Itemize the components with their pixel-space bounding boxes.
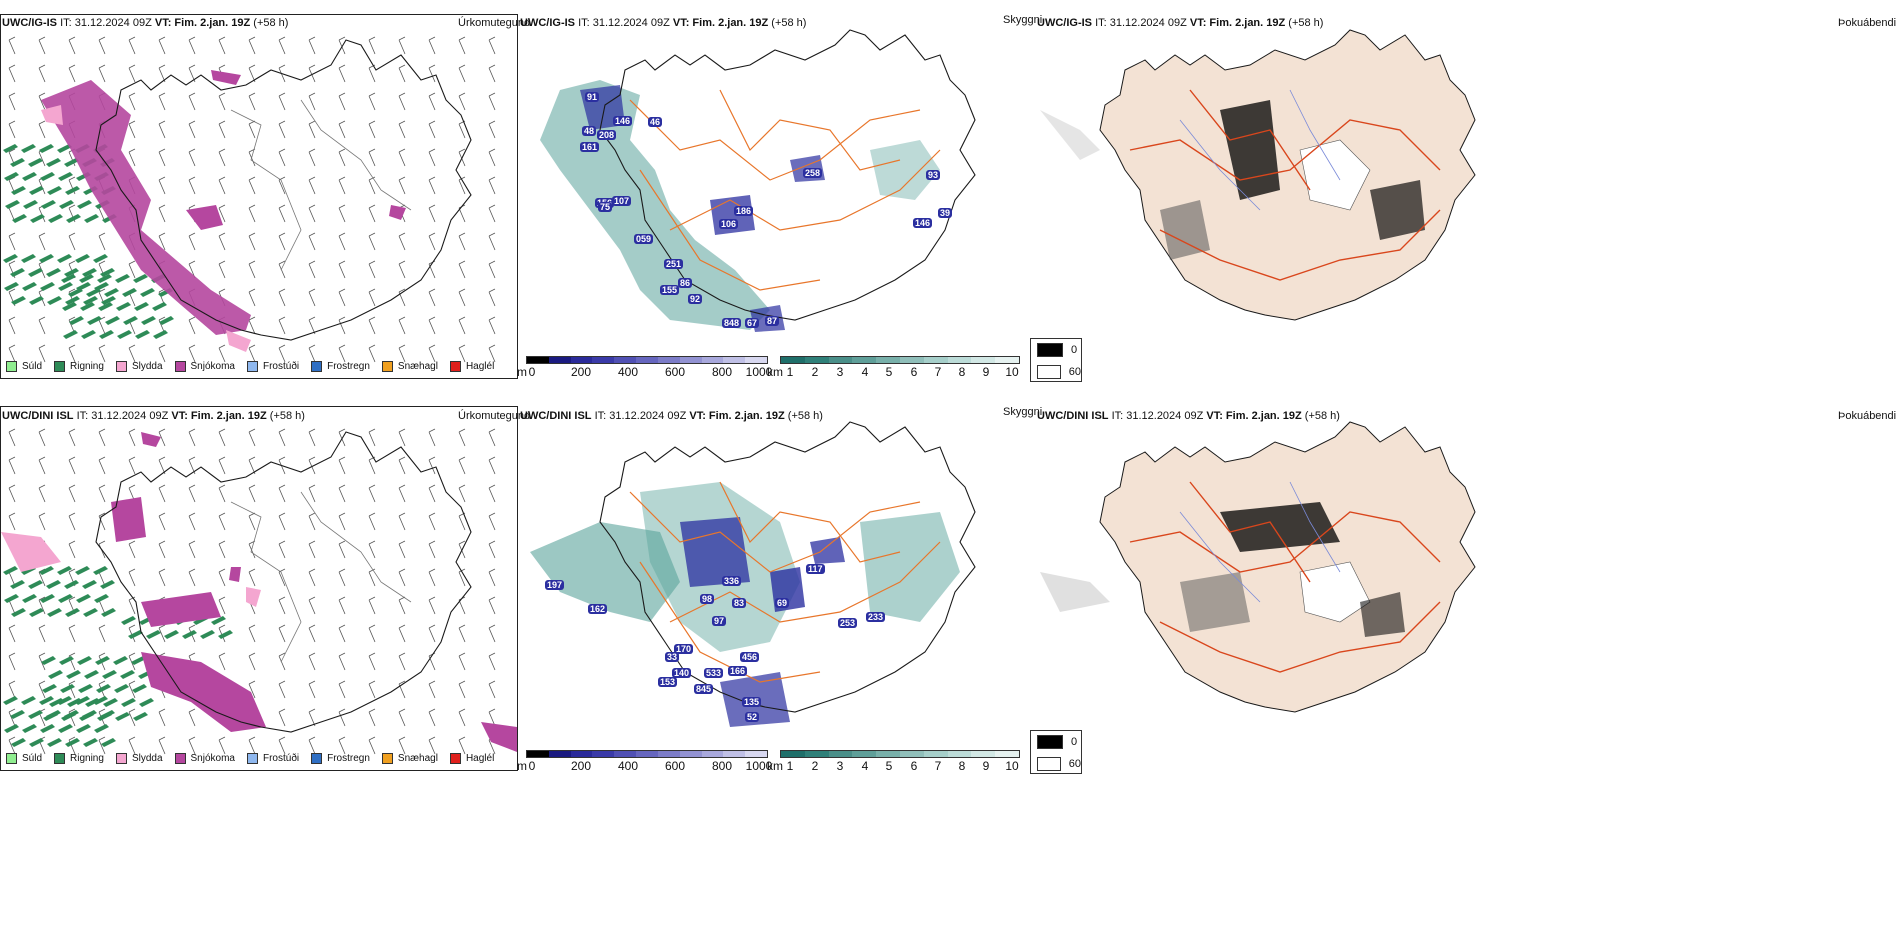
ceiling-value-label: 93 [926, 170, 941, 180]
ceiling-value-label: 197 [545, 580, 565, 590]
skyggni-label-bottom: Skyggni [1003, 406, 1043, 418]
legend-item: Frostúði [246, 752, 299, 764]
ceiling-value-label: 48 [582, 126, 597, 136]
ceiling-value-label: 456 [740, 652, 760, 662]
precip-type-map-top [0, 14, 518, 379]
ceiling-value-label: 69 [775, 598, 790, 608]
precip-legend-top: Súld Rigning Slydda Snjókoma Frostúði Fr… [6, 355, 506, 377]
fog-map-graphic-bottom [1040, 421, 1476, 713]
ceiling-colorbar-labels-bottom: m 0 200 400 600 800 1000 [517, 759, 773, 773]
fog-corner-label-bottom: Þokuábendi [1838, 410, 1897, 422]
precip-corner-label-top: Úrkomutegund [458, 17, 531, 29]
ceiling-value-label: 98 [700, 594, 715, 604]
ceiling-value-label: 146 [613, 116, 633, 126]
legend-item: Haglél [449, 360, 494, 372]
fog-title-bottom: UWC/DINI ISL IT: 31.12.2024 09Z VT: Fim.… [1037, 410, 1340, 422]
ceiling-value-label: 140 [672, 668, 692, 678]
visibility-colorbar-labels-top: km 1 2 3 4 5 6 7 8 9 10 [767, 365, 1019, 379]
vis-map-graphic-top [540, 29, 976, 332]
ceiling-value-label: 059 [634, 234, 654, 244]
ceiling-value-label: 208 [597, 130, 617, 140]
ceiling-value-label: 52 [745, 712, 760, 722]
legend-item: Snæhagl [381, 752, 438, 764]
ceiling-value-label: 83 [732, 598, 747, 608]
visibility-colorbar-bottom [780, 750, 1020, 758]
ceiling-value-label: 92 [688, 294, 703, 304]
precip-title-top: UWC/IG-IS IT: 31.12.2024 09Z VT: Fim. 2.… [2, 17, 288, 29]
legend-item: Slydda [115, 752, 163, 764]
ceiling-value-label: 186 [734, 206, 754, 216]
ceiling-value-label: 848 [722, 318, 742, 328]
visibility-colorbar-labels-bottom: km 1 2 3 4 5 6 7 8 9 10 [767, 759, 1019, 773]
ceiling-value-label: 91 [585, 92, 600, 102]
legend-item: Snjókoma [174, 360, 235, 372]
ceiling-value-label: 146 [913, 218, 933, 228]
ceiling-value-label: 97 [712, 616, 727, 626]
ceiling-value-label: 253 [838, 618, 858, 628]
legend-item: Frostúði [246, 360, 299, 372]
visibility-colorbar-top [780, 356, 1020, 364]
ceiling-value-label: 162 [588, 604, 608, 614]
ceiling-value-label: 106 [719, 219, 739, 229]
ceiling-value-label: 39 [938, 208, 953, 218]
precip-title-bottom: UWC/DINI ISL IT: 31.12.2024 09Z VT: Fim.… [2, 410, 305, 422]
skyggni-label-top: Skyggni [1003, 14, 1043, 26]
legend-item: Súld [6, 752, 42, 764]
legend-item: Súld [6, 360, 42, 372]
legend-item: Frostregn [311, 360, 370, 372]
fog-legend-bottom: 0 60 [1030, 730, 1082, 774]
legend-item: Rigning [54, 752, 104, 764]
ceiling-colorbar-bottom [526, 750, 768, 758]
ceiling-colorbar-top [526, 356, 768, 364]
fog-corner-label-top: Þokuábendi [1838, 17, 1897, 29]
ceiling-value-label: 233 [866, 612, 886, 622]
fog-legend-top: 0 60 [1030, 338, 1082, 382]
ceiling-value-label: 258 [803, 168, 823, 178]
legend-item: Snæhagl [381, 360, 438, 372]
model-name: UWC/IG-IS [2, 17, 57, 29]
legend-item: Haglél [449, 752, 494, 764]
ceiling-value-label: 67 [745, 318, 760, 328]
ceiling-value-label: 336 [722, 576, 742, 586]
vis-title-bottom: UWC/DINI ISL IT: 31.12.2024 09Z VT: Fim.… [520, 410, 823, 422]
ceiling-colorbar-labels-top: m 0 200 400 600 800 1000 [517, 365, 773, 379]
vis-title-top: UWC/IG-IS IT: 31.12.2024 09Z VT: Fim. 2.… [520, 17, 807, 29]
precip-map-graphic-top [3, 36, 496, 363]
vis-map-graphic-bottom [530, 421, 976, 727]
legend-item: Frostregn [311, 752, 370, 764]
lead-time: (+58 h) [253, 17, 289, 29]
ceiling-value-label: 153 [658, 677, 678, 687]
ceiling-value-label: 75 [598, 202, 613, 212]
ceiling-value-label: 117 [806, 564, 825, 574]
init-time: IT: 31.12.2024 09Z [60, 17, 152, 29]
ceiling-value-label: 33 [665, 652, 680, 662]
ceiling-value-label: 533 [704, 668, 724, 678]
legend-item: Rigning [54, 360, 104, 372]
ceiling-value-label: 107 [612, 196, 632, 206]
ceiling-value-label: 170 [674, 644, 694, 654]
precip-legend-bottom: Súld Rigning Slydda Snjókoma Frostúði Fr… [6, 747, 506, 769]
fog-map-graphic-top [1040, 29, 1476, 321]
precip-type-map-bottom [0, 406, 518, 771]
ceiling-value-label: 86 [678, 278, 693, 288]
legend-item: Snjókoma [174, 752, 235, 764]
legend-item: Slydda [115, 360, 163, 372]
fog-title-top: UWC/IG-IS IT: 31.12.2024 09Z VT: Fim. 2.… [1037, 17, 1324, 29]
ceiling-value-label: 251 [664, 259, 684, 269]
ceiling-value-label: 46 [648, 117, 663, 127]
ceiling-value-label: 845 [694, 684, 714, 694]
ceiling-value-label: 155 [660, 285, 680, 295]
ceiling-value-label: 135 [742, 697, 762, 707]
precip-corner-label-bottom: Úrkomutegund [458, 410, 531, 422]
ceiling-value-label: 161 [580, 142, 600, 152]
ceiling-value-label: 166 [728, 666, 748, 676]
ceiling-value-label: 87 [765, 316, 780, 326]
valid-time: VT: Fim. 2.jan. 19Z [154, 17, 251, 29]
precip-map-graphic-bottom [1, 428, 517, 755]
